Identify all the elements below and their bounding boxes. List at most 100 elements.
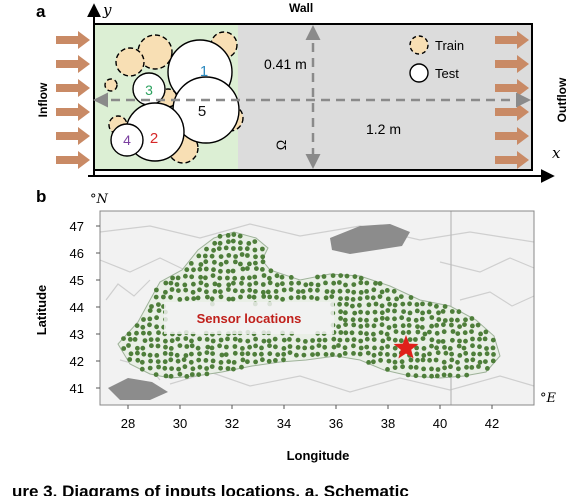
sensor-dot — [156, 308, 162, 313]
sensor-dot — [183, 273, 188, 279]
panel-a-label: a — [36, 2, 46, 21]
sensor-dot — [218, 337, 224, 343]
sensor-dot — [198, 280, 204, 286]
sensor-dot — [188, 359, 194, 365]
sensor-dot — [189, 274, 195, 280]
sensor-dot — [358, 280, 364, 286]
sensor-dot — [134, 330, 139, 336]
sensor-dot — [232, 344, 238, 349]
sensor-dot — [197, 364, 203, 370]
sensor-dot — [442, 318, 448, 323]
sensor-dot — [461, 345, 467, 351]
sensor-dot — [365, 310, 370, 316]
sensor-dot — [231, 360, 237, 365]
sensor-dot — [469, 365, 475, 370]
sensor-dot — [477, 359, 483, 365]
sensor-dot — [252, 247, 258, 253]
sensor-dot — [126, 343, 131, 348]
sensor-dot — [147, 365, 153, 371]
sensor-dot — [296, 289, 301, 295]
sensor-dot — [427, 329, 432, 335]
x-axis-label: x — [552, 144, 561, 162]
sensor-dot — [189, 372, 195, 377]
sensor-dot — [419, 325, 425, 330]
sensor-dot — [441, 372, 447, 378]
sensor-dot — [149, 343, 154, 349]
sensor-dot — [408, 364, 414, 370]
sensor-dot — [434, 303, 439, 309]
sensor-dot — [386, 336, 392, 342]
sensor-dot — [147, 322, 152, 328]
legend-train-label: Train — [435, 38, 464, 53]
sensor-dot — [422, 331, 428, 337]
sensor-dot — [252, 239, 258, 245]
sensor-dot — [471, 351, 476, 357]
sensor-dot — [128, 351, 134, 357]
sensor-dot — [240, 266, 246, 272]
sensor-dot — [267, 280, 273, 286]
sensor-dot — [281, 287, 287, 293]
sensor-dot — [135, 357, 141, 363]
sensor-dot — [490, 358, 496, 364]
sensor-dot — [259, 345, 264, 351]
sensor-dot — [370, 295, 376, 301]
sensor-dot — [191, 281, 196, 287]
y-tick-label: 45 — [70, 273, 84, 288]
sensor-dot — [225, 275, 230, 281]
sensor-dot — [204, 282, 209, 288]
sensor-dot — [330, 289, 336, 295]
sensor-dot — [338, 316, 343, 321]
sensor-dot — [177, 371, 183, 377]
sensor-dot — [184, 344, 190, 349]
sensor-dot — [245, 351, 251, 357]
sensor-dot — [420, 301, 425, 307]
sensor-dot — [209, 296, 215, 302]
sensor-dot — [154, 315, 160, 321]
panel-b-label: b — [36, 187, 46, 206]
sensor-dot — [429, 366, 434, 372]
x-axis-title: Longitude — [287, 448, 350, 463]
sensor-dot — [132, 337, 138, 342]
sensor-dot — [331, 344, 337, 350]
sensor-dot — [211, 267, 216, 273]
inflow-arrow — [56, 103, 90, 121]
sensor-dot — [344, 301, 349, 307]
sensor-dot — [379, 345, 385, 351]
sensor-dot — [455, 331, 461, 336]
sensor-dot — [127, 337, 133, 342]
sensor-dot — [175, 275, 181, 281]
sensor-dot — [225, 336, 230, 342]
sensor-dot — [429, 373, 434, 379]
sensor-dot — [429, 337, 435, 343]
sensor-dot — [168, 280, 174, 286]
sensor-dot — [392, 316, 397, 322]
sensor-dot — [337, 301, 342, 307]
sensor-dot — [485, 366, 490, 371]
sensor-dot — [237, 338, 243, 343]
sensor-dot — [196, 357, 202, 363]
sensor-dot — [385, 296, 391, 302]
sensor-dot — [357, 302, 362, 308]
sensor-dot — [162, 359, 168, 365]
sensor-dot — [127, 357, 133, 362]
east-unit: °E — [540, 391, 557, 406]
sensor-dot — [436, 317, 442, 322]
sensor-dot — [413, 317, 419, 323]
sensor-dot — [203, 358, 209, 363]
sensor-dot — [477, 344, 482, 350]
sensor-dot — [337, 280, 342, 285]
sensor-dot — [272, 336, 278, 342]
sensor-dot — [155, 337, 161, 342]
sensor-dot — [212, 289, 218, 294]
sensor-dot — [457, 338, 462, 344]
sensor-dot — [365, 350, 371, 356]
sensor-dot — [203, 259, 209, 265]
sensor-dot — [134, 323, 140, 328]
sensor-dot — [377, 294, 383, 299]
sensor-dot — [462, 330, 468, 336]
sensor-dot — [406, 323, 412, 328]
sensor-dot — [308, 281, 314, 287]
sensor-dot — [351, 282, 357, 287]
sensor-dot — [483, 359, 488, 364]
